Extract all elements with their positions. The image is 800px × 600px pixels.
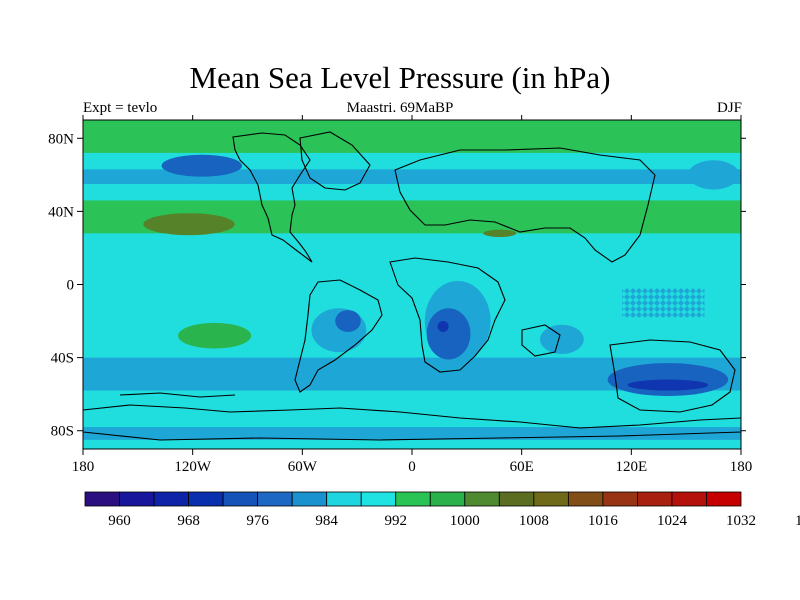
period-label: Maastri. 69MaBP xyxy=(346,100,454,116)
pressure-cell-2 xyxy=(161,154,243,177)
colorbar-swatch-3 xyxy=(188,491,224,507)
colorbar-label-0: 960 xyxy=(108,513,131,529)
y-tick-label-0: 80N xyxy=(48,131,74,147)
pressure-cell-8 xyxy=(539,324,584,354)
x-tick-label-1: 120W xyxy=(174,459,212,475)
colorbar-label-3: 984 xyxy=(315,513,338,529)
x-tick-label-5: 120E xyxy=(615,459,647,475)
pressure-band-1 xyxy=(83,120,741,153)
x-tick-label-3: 0 xyxy=(408,459,416,475)
colorbar-swatch-14 xyxy=(567,491,604,507)
colorbar-swatch-15 xyxy=(602,491,638,507)
axis-ticks: 180 120W 60W 0 60E 120E 180 80N 40N 0 40S 80S xyxy=(48,115,752,475)
season-label: DJF xyxy=(716,100,742,116)
pressure-cell-1 xyxy=(178,322,252,349)
y-tick-label-3: 40S xyxy=(51,351,74,367)
colorbar: 960 968 976 984 992 1000 1008 1016 1024 1032 1040 xyxy=(84,491,800,529)
pressure-cell-6 xyxy=(426,308,471,360)
colorbar-label-8: 1024 xyxy=(657,513,688,529)
colorbar-swatch-1 xyxy=(119,491,155,507)
y-tick-label-2: 0 xyxy=(67,278,75,294)
colorbar-label-2: 976 xyxy=(246,513,269,529)
colorbar-swatch-4 xyxy=(222,491,259,507)
pressure-field xyxy=(83,120,741,449)
colorbar-swatch-0 xyxy=(84,491,120,507)
colorbar-label-9: 1032 xyxy=(726,513,756,529)
pressure-cell-12 xyxy=(687,160,740,190)
colorbar-swatch-2 xyxy=(153,491,189,507)
pressure-band-2 xyxy=(83,169,741,184)
x-tick-label-2: 60W xyxy=(288,459,318,475)
colorbar-label-5: 1000 xyxy=(450,513,480,529)
colorbar-swatch-17 xyxy=(671,491,707,507)
colorbar-swatch-16 xyxy=(637,491,673,507)
colorbar-swatch-7 xyxy=(326,491,362,507)
colorbar-label-10: 1040 xyxy=(795,513,800,529)
x-tick-label-4: 60E xyxy=(510,459,534,475)
pressure-cell-7 xyxy=(437,321,449,333)
pressure-cell-0 xyxy=(143,213,235,236)
colorbar-swatch-13 xyxy=(533,491,569,507)
colorbar-swatch-5 xyxy=(257,491,293,507)
colorbar-swatch-10 xyxy=(429,491,466,507)
figure-title: Mean Sea Level Pressure (in hPa) xyxy=(189,60,611,95)
pressure-band-4 xyxy=(83,427,741,440)
colorbar-label-4: 992 xyxy=(384,513,407,529)
x-tick-label-0: 180 xyxy=(72,459,95,475)
colorbar-swatch-6 xyxy=(291,491,328,507)
colorbar-label-1: 968 xyxy=(177,513,200,529)
colorbar-label-7: 1016 xyxy=(588,513,619,529)
experiment-label: Expt = tevlo xyxy=(83,100,158,116)
colorbar-label-6: 1008 xyxy=(519,513,549,529)
colorbar-swatch-18 xyxy=(706,491,742,507)
coastlines xyxy=(83,131,741,441)
pressure-cell-9 xyxy=(607,363,729,396)
pressure-cell-11 xyxy=(483,229,517,237)
stipple-region xyxy=(622,288,705,318)
colorbar-swatch-8 xyxy=(360,491,397,507)
colorbar-swatch-11 xyxy=(464,491,500,507)
pressure-cell-10 xyxy=(627,379,709,391)
pressure-cell-4 xyxy=(335,310,361,333)
y-tick-label-4: 80S xyxy=(51,424,74,440)
colorbar-swatch-9 xyxy=(395,491,431,507)
colorbar-swatch-12 xyxy=(498,491,535,507)
y-tick-label-1: 40N xyxy=(48,204,74,220)
x-tick-label-6: 180 xyxy=(730,459,753,475)
